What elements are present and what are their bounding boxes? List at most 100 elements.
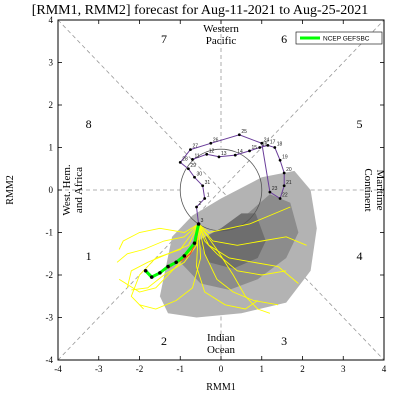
observed-day-label: 26 (213, 137, 219, 143)
observed-day-label: 30 (197, 171, 203, 177)
ensemble-mean-point (143, 268, 148, 273)
legend-label: NCEP GEFSBC (323, 36, 370, 43)
x-tick-label: 0 (219, 364, 224, 374)
observed-point (217, 155, 221, 159)
diagonal-guide (57, 19, 385, 361)
observed-day-label: 27 (192, 144, 198, 150)
ensemble-mean-point (182, 254, 187, 258)
observed-day-label: 24 (264, 137, 270, 143)
region-label-line: Indian (207, 332, 236, 344)
spread-core-band (198, 213, 266, 269)
ensemble-spread (159, 170, 317, 318)
ensemble-member-line (198, 223, 307, 246)
observed-day-label: 3 (201, 218, 204, 224)
observed-day-label: 28 (182, 156, 188, 162)
phase-label: 1 (86, 249, 92, 263)
phase-label: 8 (86, 117, 92, 131)
observed-point (191, 158, 194, 161)
observed-day-label: 14 (237, 149, 243, 155)
region-label-west-hem-africa: West. Hem.and Africa (61, 164, 85, 216)
observed-day-label: 21 (286, 180, 292, 186)
y-tick-label: 0 (49, 185, 54, 195)
ensemble-member-line (198, 223, 287, 276)
diagonal-guide (57, 19, 385, 361)
ensemble-member-line (196, 223, 258, 310)
ensemble-mean-point (192, 241, 197, 245)
region-label-line: West. Hem. (61, 164, 73, 216)
x-tick-label: -1 (177, 364, 185, 374)
chart-title: [RMM1, RMM2] forecast for Aug-11-2021 to… (32, 3, 369, 18)
phase-label: 4 (357, 249, 363, 263)
observed-day-label: 11 (194, 153, 199, 159)
observed-day-label: 1 (207, 193, 210, 199)
region-label-line: Continent (362, 168, 374, 211)
region-label-line: Pacific (206, 35, 237, 47)
x-tick-label: 1 (260, 364, 265, 374)
x-tick-label: 4 (382, 364, 387, 374)
observed-day-label: 20 (286, 167, 292, 173)
y-axis-label: RMM2 (5, 175, 16, 204)
ensemble-member-line (118, 223, 199, 250)
x-tick-label: -3 (95, 364, 103, 374)
observed-day-label: 17 (270, 139, 276, 145)
observed-point (209, 141, 213, 145)
region-label-line: and Africa (73, 167, 85, 213)
ensemble-member-line (116, 223, 199, 263)
y-tick-label: 1 (49, 143, 54, 153)
observed-point (195, 205, 198, 209)
observed-point (278, 158, 282, 162)
observed-day-label: 22 (282, 193, 288, 199)
observed-point (233, 153, 237, 157)
phase-label: 3 (281, 334, 287, 348)
y-tick-label: 3 (49, 58, 54, 68)
ensemble-mean-point (174, 260, 178, 265)
observed-point (266, 143, 270, 147)
ensemble-mean-point (166, 264, 170, 269)
observed-day-label: 15 (252, 145, 258, 151)
observed-day-label: 25 (241, 129, 247, 135)
region-label-line: Western (203, 23, 239, 35)
observed-day-label: 31 (205, 180, 211, 186)
observed-point (278, 197, 282, 200)
ensemble-mean-point (149, 275, 154, 279)
y-tick-label: -4 (46, 355, 54, 365)
phase-label: 7 (161, 32, 167, 46)
observed-point (189, 148, 192, 152)
ensemble-member-line (130, 223, 199, 310)
observed-day-label: 13 (221, 151, 227, 157)
ensemble-member-line (198, 223, 279, 306)
ensemble-mean-point (158, 271, 162, 275)
observed-point (187, 167, 190, 171)
observed-point (237, 133, 241, 137)
observed-day-label: 12 (209, 148, 215, 154)
y-tick-label: -3 (46, 313, 54, 323)
observed-point (282, 184, 286, 188)
ensemble-member-line (198, 223, 299, 284)
x-tick-label: 3 (341, 364, 346, 374)
observed-day-label: 19 (282, 154, 288, 160)
ensemble-mean-track (143, 222, 201, 279)
observed-point (282, 171, 286, 175)
x-tick-label: -4 (54, 364, 62, 374)
observed-day-label: 29 (190, 163, 196, 169)
x-tick-label: -2 (136, 364, 144, 374)
ensemble-mean-point (196, 222, 201, 226)
x-tick-label: 2 (300, 364, 305, 374)
observed-line (179, 134, 285, 225)
observed-point (260, 141, 264, 145)
region-label-western-pacific: Western Pacific (203, 23, 239, 47)
region-label-maritime-continent: MaritimeContinent (362, 168, 386, 211)
observed-point (248, 149, 251, 153)
observed-point (258, 146, 262, 149)
region-label-indian-ocean: Indian Ocean (207, 332, 236, 356)
legend-box (295, 31, 383, 45)
observed-point (205, 152, 209, 156)
observed-point (268, 190, 272, 194)
phase-label: 2 (161, 334, 167, 348)
y-tick-label: 4 (49, 15, 54, 25)
observed-point (178, 160, 182, 164)
ensemble-member-line (139, 223, 202, 310)
